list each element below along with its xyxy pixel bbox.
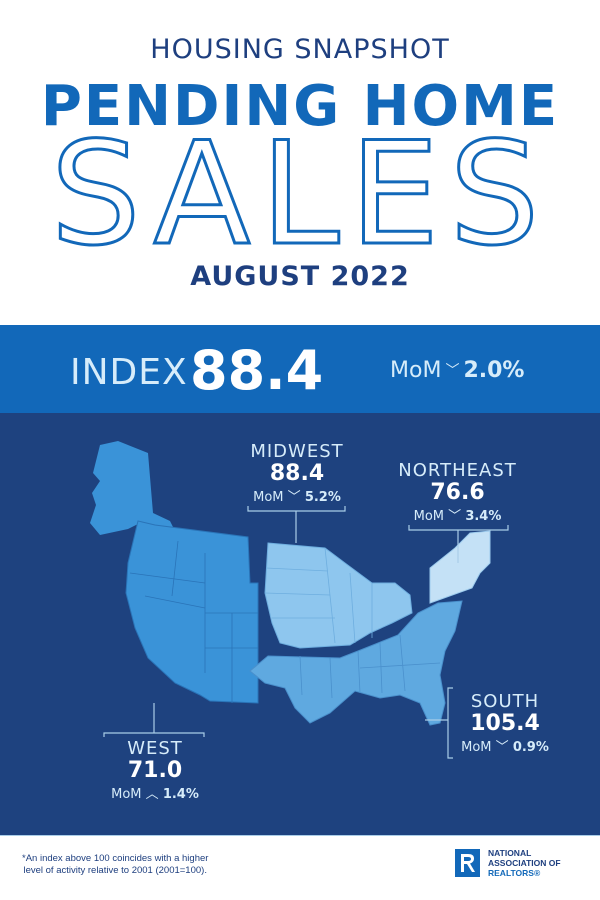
mom-label: MoM: [111, 787, 142, 802]
title-pending-home: PENDING HOME: [40, 74, 560, 139]
region-northeast: NORTHEAST 76.6 MoM ﹀ 3.4%: [385, 460, 530, 524]
west-leader: [103, 732, 205, 737]
index-bar: [0, 325, 600, 413]
region-midwest: MIDWEST 88.4 MoM ﹀ 5.2%: [232, 441, 362, 505]
south-leader: [447, 687, 453, 759]
alaska-shape: [90, 441, 180, 545]
region-mom: MoM ﹀ 0.9%: [450, 736, 560, 755]
mom-label: MoM: [413, 509, 445, 524]
region-west: WEST 71.0 MoM ︿ 1.4%: [95, 738, 215, 802]
region-mom: MoM ﹀ 5.2%: [232, 486, 362, 505]
mom-label: MoM: [461, 740, 492, 755]
footnote-line-1: *An index above 100 coincides with a hig…: [22, 853, 209, 864]
region-mom: MoM ﹀ 3.4%: [385, 505, 530, 524]
chevron-down-icon: ﹀: [495, 740, 509, 755]
region-south: SOUTH 105.4 MoM ﹀ 0.9%: [450, 691, 560, 755]
midwest-leader: [247, 506, 346, 512]
mom-label: MoM: [253, 490, 284, 505]
northeast-leader: [408, 525, 509, 531]
chevron-down-icon: ﹀: [445, 363, 460, 379]
kicker: HOUSING SNAPSHOT: [150, 34, 450, 65]
region-mom: MoM ︿ 1.4%: [95, 783, 215, 802]
realtor-r-logo-icon: [455, 849, 480, 877]
logo-line-3: REALTORS®: [488, 868, 541, 878]
header: HOUSING SNAPSHOT PENDING HOME SALES AUGU…: [0, 0, 600, 325]
title-sales: SALES: [0, 118, 600, 271]
map-panel: MIDWEST 88.4 MoM ﹀ 5.2% NORTHEAST 76.6 M…: [0, 413, 600, 835]
region-value: 71.0: [127, 758, 183, 783]
index-value: 88.4: [190, 339, 324, 402]
region-name: SOUTH: [470, 691, 540, 712]
mom-value: 3.4%: [465, 509, 502, 524]
title-sales-text: SALES: [49, 112, 550, 277]
chevron-down-icon: ﹀: [287, 490, 301, 505]
west-region-shape: [125, 520, 259, 704]
footer: *An index above 100 coincides with a hig…: [0, 835, 600, 900]
footnote-line-2: level of activity relative to 2001 (2001…: [23, 865, 207, 876]
logo-line-1: NATIONAL: [488, 848, 532, 858]
region-value: 76.6: [430, 480, 485, 505]
us-map: [90, 441, 509, 759]
logo-line-2: ASSOCIATION OF: [488, 858, 561, 868]
region-value: 88.4: [269, 461, 325, 486]
south-region-shape: [249, 600, 463, 726]
region-name: MIDWEST: [250, 441, 344, 462]
region-name: WEST: [127, 738, 183, 759]
mom-value: 0.9%: [512, 740, 549, 755]
mom-value: 1.4%: [162, 787, 199, 802]
logo-text: NATIONAL ASSOCIATION OF REALTORS®: [488, 848, 561, 878]
chevron-down-icon: ﹀: [448, 509, 462, 524]
index-label: INDEX: [70, 352, 188, 393]
footnote: *An index above 100 coincides with a hig…: [22, 853, 208, 877]
northeast-region-shape: [429, 530, 491, 604]
region-name: NORTHEAST: [398, 460, 517, 481]
midwest-region-shape: [264, 542, 413, 649]
chevron-up-icon: ︿: [145, 787, 159, 802]
mom-label: MoM: [390, 358, 442, 383]
region-value: 105.4: [470, 711, 540, 736]
mom-value: 2.0%: [463, 358, 525, 383]
index-mom: MoM ﹀ 2.0%: [390, 358, 524, 383]
mom-value: 5.2%: [304, 490, 341, 505]
report-date: AUGUST 2022: [190, 261, 410, 292]
